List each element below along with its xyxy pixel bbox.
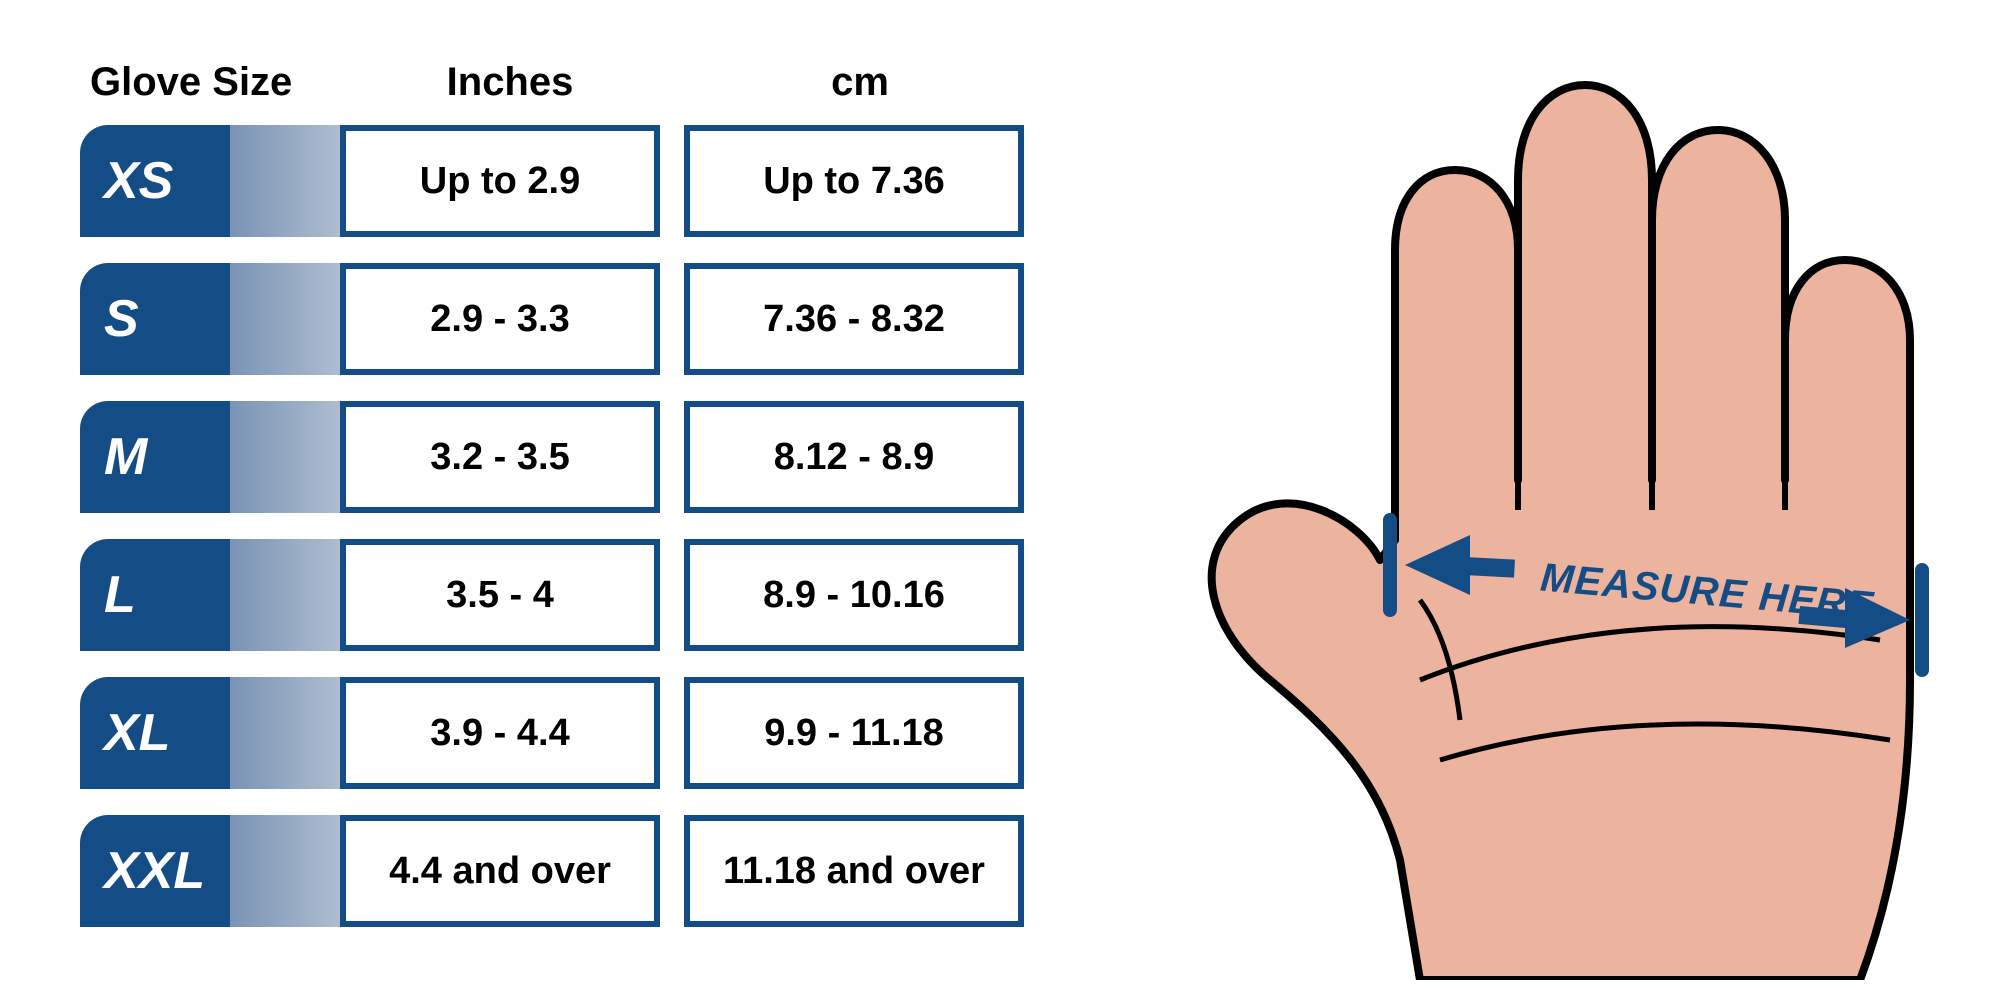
cell-inches: 3.2 - 3.5 (340, 401, 660, 513)
size-fade (230, 125, 340, 237)
size-fade (230, 263, 340, 375)
size-chip: XS (80, 125, 230, 237)
cell-cm: 8.12 - 8.9 (684, 401, 1024, 513)
table-row: XS Up to 2.9 Up to 7.36 (80, 125, 1040, 237)
cell-cm: 7.36 - 8.32 (684, 263, 1024, 375)
size-chip: S (80, 263, 230, 375)
table-row: XL 3.9 - 4.4 9.9 - 11.18 (80, 677, 1040, 789)
header-inches: Inches (340, 60, 680, 105)
size-chip: XL (80, 677, 230, 789)
size-chip: M (80, 401, 230, 513)
cell-cm: 11.18 and over (684, 815, 1024, 927)
table-row: XXL 4.4 and over 11.18 and over (80, 815, 1040, 927)
table-headers: Glove Size Inches cm (80, 60, 1040, 105)
hand-icon (1120, 40, 2000, 980)
table-row: M 3.2 - 3.5 8.12 - 8.9 (80, 401, 1040, 513)
table-row: S 2.9 - 3.3 7.36 - 8.32 (80, 263, 1040, 375)
cell-inches: Up to 2.9 (340, 125, 660, 237)
size-fade (230, 677, 340, 789)
size-table: Glove Size Inches cm XS Up to 2.9 Up to … (80, 60, 1040, 953)
size-fade (230, 401, 340, 513)
size-fade (230, 815, 340, 927)
table-row: L 3.5 - 4 8.9 - 10.16 (80, 539, 1040, 651)
header-cm: cm (680, 60, 1040, 105)
header-size: Glove Size (80, 60, 340, 105)
cell-cm: Up to 7.36 (684, 125, 1024, 237)
cell-cm: 8.9 - 10.16 (684, 539, 1024, 651)
size-chip: XXL (80, 815, 230, 927)
cell-cm: 9.9 - 11.18 (684, 677, 1024, 789)
size-chip: L (80, 539, 230, 651)
hand-illustration: MEASURE HERE (1120, 40, 2000, 980)
size-fade (230, 539, 340, 651)
cell-inches: 3.9 - 4.4 (340, 677, 660, 789)
cell-inches: 3.5 - 4 (340, 539, 660, 651)
cell-inches: 4.4 and over (340, 815, 660, 927)
cell-inches: 2.9 - 3.3 (340, 263, 660, 375)
